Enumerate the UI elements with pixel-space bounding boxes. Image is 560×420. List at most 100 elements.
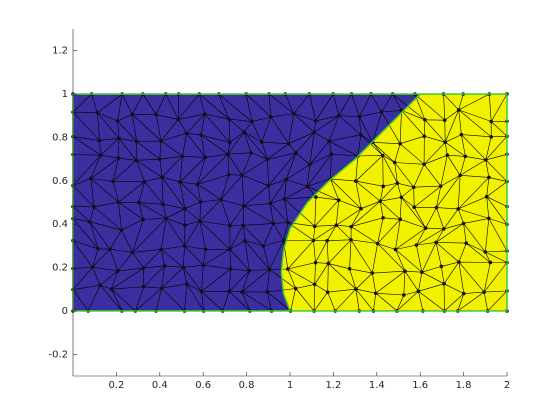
mesh-node	[378, 199, 383, 203]
mesh-node	[227, 117, 231, 121]
mesh-node	[116, 156, 121, 160]
mesh-node	[442, 281, 446, 286]
mesh-node	[227, 289, 232, 294]
mesh-node	[337, 113, 341, 118]
mesh-node	[228, 140, 232, 145]
mesh-node	[411, 185, 416, 190]
mesh-node	[458, 173, 462, 178]
mesh-node	[336, 198, 341, 202]
mesh-node	[439, 264, 444, 269]
mesh-node	[373, 291, 378, 296]
mesh-node	[354, 287, 358, 291]
mesh-node	[282, 197, 287, 201]
mesh-node	[159, 139, 163, 143]
mesh-node	[312, 224, 317, 229]
mesh-node	[260, 140, 264, 145]
mesh-node	[268, 201, 273, 206]
mesh-node	[293, 286, 298, 291]
mesh-node	[311, 238, 316, 243]
mesh-node	[88, 219, 92, 224]
mesh-node	[398, 217, 403, 222]
mesh-node	[271, 221, 276, 226]
mesh-node	[402, 293, 406, 297]
mesh-node	[261, 244, 266, 248]
mesh-node	[134, 139, 139, 144]
y-tick-label: 0.8	[52, 132, 68, 143]
mesh-node	[423, 117, 427, 122]
mesh-node	[159, 247, 164, 252]
x-tick-label: 1.2	[325, 380, 341, 391]
mesh-node	[92, 205, 96, 209]
mesh-node	[265, 157, 270, 162]
mesh-node	[242, 130, 246, 134]
mesh-node	[399, 195, 404, 200]
mesh-node	[482, 290, 486, 294]
mesh-node	[161, 202, 165, 207]
mesh-node	[420, 270, 424, 274]
mesh-node	[487, 175, 491, 180]
mesh-node	[325, 290, 330, 294]
mesh-node	[266, 183, 271, 188]
mesh-node	[184, 131, 189, 136]
mesh-node	[201, 263, 206, 267]
mesh-node	[284, 177, 289, 182]
mesh-node	[359, 206, 363, 211]
mesh-node	[312, 130, 317, 135]
mesh-node	[162, 264, 167, 268]
mesh-node	[329, 152, 334, 156]
mesh-node	[414, 243, 419, 247]
mesh-node	[398, 141, 402, 146]
mesh-node	[243, 238, 247, 243]
mesh-node	[228, 247, 232, 252]
mesh-node	[375, 241, 380, 246]
mesh-node	[109, 287, 114, 291]
mesh-node	[461, 291, 466, 296]
mesh-node	[228, 267, 233, 271]
mesh-node	[459, 132, 464, 137]
mesh-node	[305, 184, 310, 189]
y-tick-label: 0.2	[52, 263, 68, 274]
mesh-node	[463, 154, 468, 159]
mesh-node	[89, 176, 93, 181]
mesh-node	[98, 283, 102, 288]
mesh-node	[198, 219, 202, 224]
mesh-node	[183, 223, 187, 228]
x-tick-label: 0.8	[239, 380, 255, 391]
mesh-node	[157, 157, 162, 161]
mesh-node	[130, 112, 134, 117]
mesh-node	[438, 184, 443, 188]
mesh-node	[203, 155, 208, 160]
mesh-node	[202, 112, 207, 116]
mesh-node	[294, 151, 298, 155]
x-tick-label: 1.6	[412, 380, 428, 391]
mesh-node	[434, 240, 438, 245]
mesh-node	[381, 215, 385, 220]
mesh-node	[98, 153, 103, 158]
mesh-node	[111, 179, 115, 184]
mesh-node	[137, 200, 141, 205]
mesh-node	[403, 269, 407, 274]
mesh-node	[164, 216, 169, 221]
mesh-node	[461, 221, 466, 226]
mesh-node	[488, 260, 493, 265]
mesh-node	[154, 112, 159, 117]
mesh-node	[327, 139, 331, 143]
mesh-node	[134, 158, 138, 163]
y-tick-label: 0	[62, 306, 68, 317]
mesh-node	[441, 227, 446, 231]
mesh-node	[115, 119, 120, 123]
mesh-node	[464, 241, 469, 245]
mesh-node	[357, 114, 362, 119]
mesh-node	[442, 118, 447, 123]
mesh-node	[281, 238, 286, 243]
mesh-node	[286, 220, 290, 225]
mesh-node	[349, 224, 353, 229]
x-tick-label: 1.4	[369, 380, 385, 391]
mesh-node	[219, 197, 223, 202]
region-fill	[73, 94, 421, 311]
mesh-node	[379, 110, 384, 114]
x-tick-label: 0.2	[108, 380, 124, 391]
mesh-node	[314, 195, 318, 199]
mesh-node	[393, 247, 398, 252]
